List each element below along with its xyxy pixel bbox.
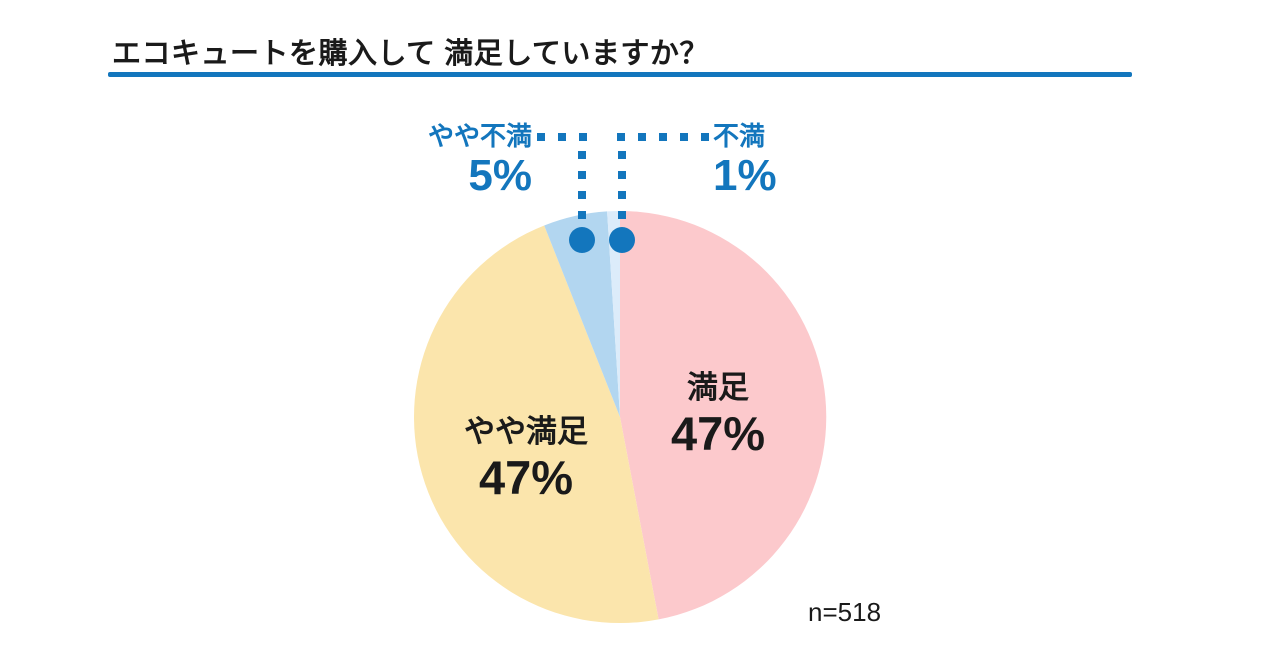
callout-fuman-value: 1%	[713, 151, 777, 200]
slice-label-yaya-manzoku: やや満足 47%	[464, 412, 588, 503]
pie-slice-3	[607, 210, 620, 417]
callout-fuman-label: 不満	[713, 121, 766, 151]
pie-slice-2	[544, 211, 620, 417]
leader-dot-fuman	[609, 227, 635, 253]
slice-label-manzoku: 満足 47%	[671, 368, 765, 459]
callout-yaya-fuman-label: やや不満	[427, 121, 532, 151]
pie-slice-1	[413, 225, 659, 624]
pie-slice-0	[620, 210, 827, 620]
slice-label-yaya-manzoku-name: やや満足	[464, 414, 588, 449]
page-title: エコキュートを購入して 満足していますか？	[112, 38, 709, 70]
slice-label-manzoku-name: 満足	[686, 370, 749, 405]
slice-label-manzoku-value: 47%	[670, 407, 766, 460]
callout-fuman: 不満 1%	[713, 121, 847, 201]
leader-dot-yaya-fuman	[569, 227, 595, 253]
pie-slices	[413, 210, 827, 624]
callout-yaya-fuman: やや不満 5%	[398, 121, 532, 201]
title-underline-rule	[108, 72, 1132, 77]
callout-yaya-fuman-value: 5%	[468, 151, 532, 200]
sample-size-label: n=518	[808, 597, 882, 627]
slice-label-yaya-manzoku-value: 47%	[478, 451, 574, 504]
